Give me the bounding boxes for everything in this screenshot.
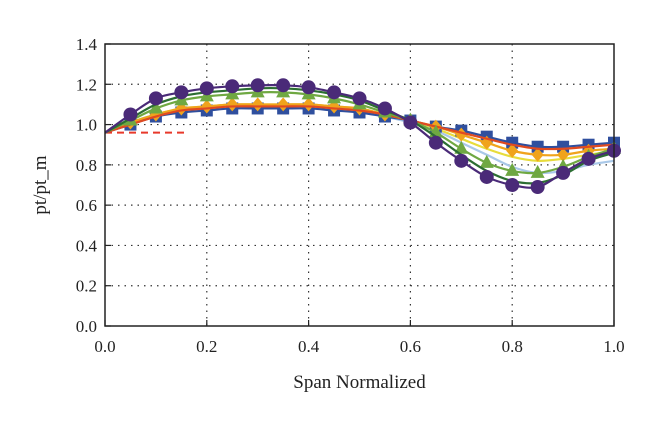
data-point [454, 140, 469, 154]
data-point [174, 85, 189, 100]
data-point [327, 85, 342, 100]
x-tick-label: 0.4 [298, 337, 320, 356]
data-point [505, 162, 520, 176]
axis-ticks: 0.0 0.2 0.4 0.6 0.8 1.0 0.0 0.2 0.4 0.6 0.8 1.0 1.2 1… [76, 35, 625, 356]
y-tick-label: 1.0 [76, 116, 97, 135]
x-tick-label: 1.0 [603, 337, 624, 356]
y-axis-label: pt/pt_m [30, 155, 51, 214]
grid-lines [105, 44, 614, 326]
data-point [226, 97, 239, 112]
y-tick-label: 0.0 [76, 317, 97, 336]
x-axis-label: Span Normalized [293, 372, 426, 393]
data-point [277, 97, 290, 112]
data-point [251, 97, 264, 112]
data-point [530, 164, 545, 178]
data-point [148, 91, 163, 106]
x-tick-label: 0.8 [502, 337, 523, 356]
data-point [506, 143, 519, 158]
data-point [250, 78, 265, 93]
data-point [200, 99, 213, 114]
data-point [377, 101, 392, 116]
y-tick-label: 1.4 [76, 35, 98, 54]
x-tick-label: 0.6 [400, 337, 421, 356]
x-tick-label: 0.0 [94, 337, 115, 356]
data-point [531, 147, 544, 162]
data-point [352, 91, 367, 106]
plot-frame [104, 43, 615, 327]
series-line [104, 105, 615, 151]
data-point [455, 127, 468, 142]
data-point [505, 178, 520, 192]
y-tick-label: 0.4 [76, 236, 98, 255]
y-tick-label: 0.6 [76, 196, 97, 215]
data-point [276, 78, 291, 93]
data-point [428, 135, 443, 150]
y-tick-label: 1.2 [76, 75, 97, 94]
y-tick-label: 0.2 [76, 277, 97, 296]
series-5 [104, 105, 615, 151]
y-tick-label: 0.8 [76, 156, 97, 175]
data-point [454, 153, 469, 168]
data-point [302, 97, 315, 112]
data-point [530, 180, 545, 195]
data-point [403, 115, 418, 130]
data-point [479, 169, 494, 184]
data-point [148, 100, 163, 114]
series-layer [104, 78, 621, 195]
data-point [199, 81, 214, 96]
data-point [581, 151, 596, 166]
data-point [225, 79, 240, 94]
data-point [123, 107, 138, 122]
data-point [557, 147, 570, 162]
x-tick-label: 0.2 [196, 337, 217, 356]
data-point [556, 165, 571, 180]
data-point [301, 80, 316, 95]
data-point [479, 154, 494, 168]
